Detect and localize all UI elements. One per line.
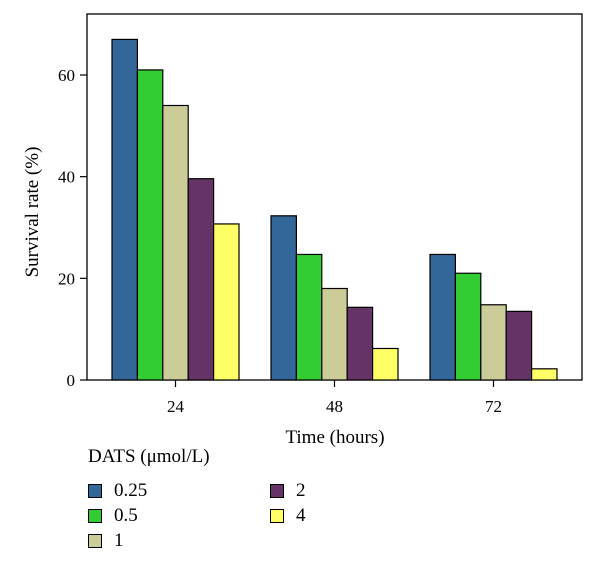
x-tick-label: 48: [326, 397, 343, 416]
legend: DATS (μmol/L) 0.25 0.5 1 2 4: [88, 446, 388, 566]
legend-label: 2: [296, 480, 306, 501]
legend-swatch-0-5: [88, 509, 102, 523]
bars-group: [111, 38, 558, 381]
y-tick-label: 20: [58, 269, 75, 288]
bar-4-48: [372, 347, 399, 381]
bar-2-48: [346, 306, 374, 381]
legend-label: 0.25: [114, 480, 148, 501]
bar-2-24: [187, 178, 215, 381]
bar-1-72: [480, 304, 507, 381]
legend-label: 4: [296, 505, 306, 526]
x-tick-label: 72: [485, 397, 502, 416]
bar-0-25-48: [270, 215, 297, 381]
legend-item-0-25: 0.25: [88, 480, 147, 502]
bar-0-5-24: [136, 69, 164, 381]
legend-swatch-2: [270, 484, 284, 498]
bar-1-24: [162, 104, 189, 381]
legend-item-4: 4: [270, 505, 306, 527]
bar-4-24: [213, 223, 240, 381]
bar-1-48: [321, 287, 348, 381]
legend-label: 0.5: [114, 505, 138, 526]
y-tick-label: 60: [58, 66, 75, 85]
legend-label: 1: [114, 530, 124, 551]
bar-4-72: [530, 368, 558, 381]
y-axis: 0 20 40 60: [58, 66, 87, 390]
legend-swatch-4: [270, 509, 284, 523]
y-tick-label: 40: [58, 168, 75, 187]
legend-title: DATS (μmol/L): [88, 446, 210, 467]
legend-item-1: 1: [88, 530, 124, 552]
bar-0-25-72: [429, 253, 456, 381]
bar-0-5-72: [454, 272, 482, 381]
y-tick-label: 0: [67, 371, 76, 390]
legend-swatch-0-25: [88, 484, 102, 498]
bar-0-25-24: [111, 38, 138, 381]
bar-2-72: [505, 310, 533, 381]
x-axis: 24 48 72: [167, 380, 502, 416]
x-tick-label: 24: [167, 397, 185, 416]
legend-item-0-5: 0.5: [88, 505, 138, 527]
x-axis-label: Time (hours): [285, 427, 384, 448]
bar-0-5-48: [295, 253, 323, 381]
legend-item-2: 2: [270, 480, 306, 502]
y-axis-label: Survival rate (%): [22, 147, 43, 278]
legend-swatch-1: [88, 534, 102, 548]
